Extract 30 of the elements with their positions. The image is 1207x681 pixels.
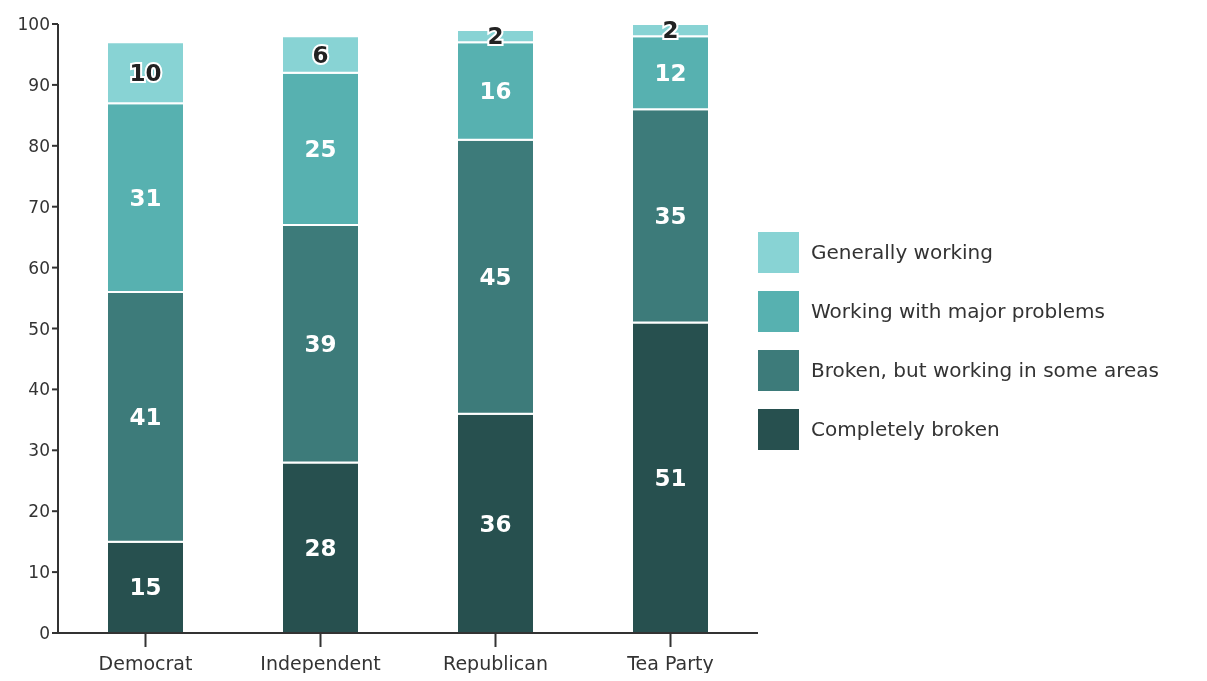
y-tick-label: 70: [28, 196, 50, 217]
data-label: 39: [304, 330, 337, 357]
data-label: 10: [129, 59, 162, 86]
legend-label: Completely broken: [811, 417, 1000, 441]
data-label: 36: [479, 510, 512, 537]
y-tick-label: 80: [28, 135, 50, 156]
data-label: 12: [654, 59, 687, 86]
legend-label: Broken, but working in some areas: [811, 358, 1159, 382]
data-label: 51: [654, 464, 687, 491]
y-tick-label: 50: [28, 318, 50, 339]
data-label: 45: [479, 263, 512, 290]
y-tick-label: 20: [28, 501, 50, 522]
legend-label: Working with major problems: [811, 299, 1106, 323]
y-tick-label: 40: [28, 379, 50, 400]
y-tick-label: 10: [28, 562, 50, 583]
data-label: 41: [129, 403, 162, 430]
data-label: 6: [312, 41, 329, 68]
y-tick-label: 30: [28, 440, 50, 461]
y-tick-label: 0: [39, 623, 50, 644]
data-label: 16: [479, 78, 512, 105]
x-tick-label: Democrat: [98, 652, 193, 675]
data-label: 25: [304, 136, 337, 163]
y-tick-label: 100: [17, 14, 50, 35]
y-tick-label: 60: [28, 257, 50, 278]
data-label: 35: [654, 203, 687, 229]
data-label: 31: [129, 184, 162, 211]
legend-label: Generally working: [811, 240, 993, 264]
data-label: 28: [304, 534, 337, 561]
data-label: 15: [129, 574, 162, 601]
y-tick-label: 90: [28, 74, 50, 95]
